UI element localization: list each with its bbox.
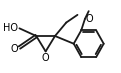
Text: O: O — [86, 14, 94, 24]
Text: O: O — [11, 44, 19, 54]
Text: O: O — [42, 53, 49, 63]
Text: HO: HO — [4, 23, 19, 33]
